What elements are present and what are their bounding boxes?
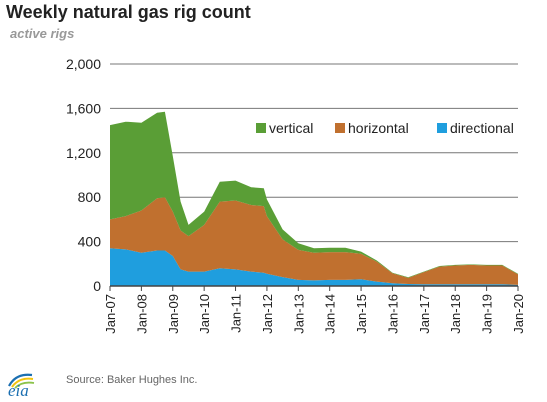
- x-tick-label: Jan-20: [511, 294, 526, 334]
- x-tick-label: Jan-18: [448, 294, 463, 334]
- x-tick-label: Jan-14: [323, 294, 338, 334]
- x-tick-label: Jan-12: [260, 294, 275, 334]
- legend-label-vertical: vertical: [269, 120, 313, 136]
- chart-title: Weekly natural gas rig count: [6, 2, 251, 22]
- y-tick-label: 800: [78, 189, 102, 205]
- y-tick-label: 400: [78, 234, 102, 250]
- legend-swatch-vertical: [256, 123, 266, 133]
- x-tick-label: Jan-07: [103, 294, 118, 334]
- x-tick-label: Jan-17: [417, 294, 432, 334]
- area-directional: [110, 248, 518, 286]
- x-tick-label: Jan-13: [291, 294, 306, 334]
- x-tick-label: Jan-15: [354, 294, 369, 334]
- x-tick-label: Jan-19: [480, 294, 495, 334]
- legend-swatch-directional: [437, 123, 447, 133]
- source-note: Source: Baker Hughes Inc.: [66, 374, 198, 386]
- y-tick-label: 0: [93, 278, 101, 294]
- area-vertical: [110, 111, 518, 278]
- legend-swatch-horizontal: [335, 123, 345, 133]
- x-tick-label: Jan-10: [197, 294, 212, 334]
- y-tick-label: 1,200: [66, 145, 101, 161]
- area-horizontal: [110, 197, 518, 285]
- x-tick-label: Jan-11: [229, 294, 244, 333]
- stacked-areas: [110, 111, 518, 286]
- y-tick-label: 2,000: [66, 56, 101, 72]
- legend-label-directional: directional: [450, 120, 514, 136]
- legend: vertical horizontal directional: [256, 120, 514, 136]
- x-tick-label: Jan-09: [166, 294, 181, 334]
- x-tick-label: Jan-08: [134, 294, 149, 334]
- axes: 0 400 800 1,200 1,600 2,000 Jan-07 Jan-08 Jan-09…: [66, 56, 526, 334]
- legend-label-horizontal: horizontal: [348, 120, 409, 136]
- y-axis-unit-label: active rigs: [10, 26, 75, 41]
- y-tick-label: 1,600: [66, 100, 101, 116]
- x-tick-label: Jan-16: [385, 294, 400, 334]
- logo-text: eia: [8, 381, 29, 398]
- eia-logo-icon: eia: [8, 373, 35, 398]
